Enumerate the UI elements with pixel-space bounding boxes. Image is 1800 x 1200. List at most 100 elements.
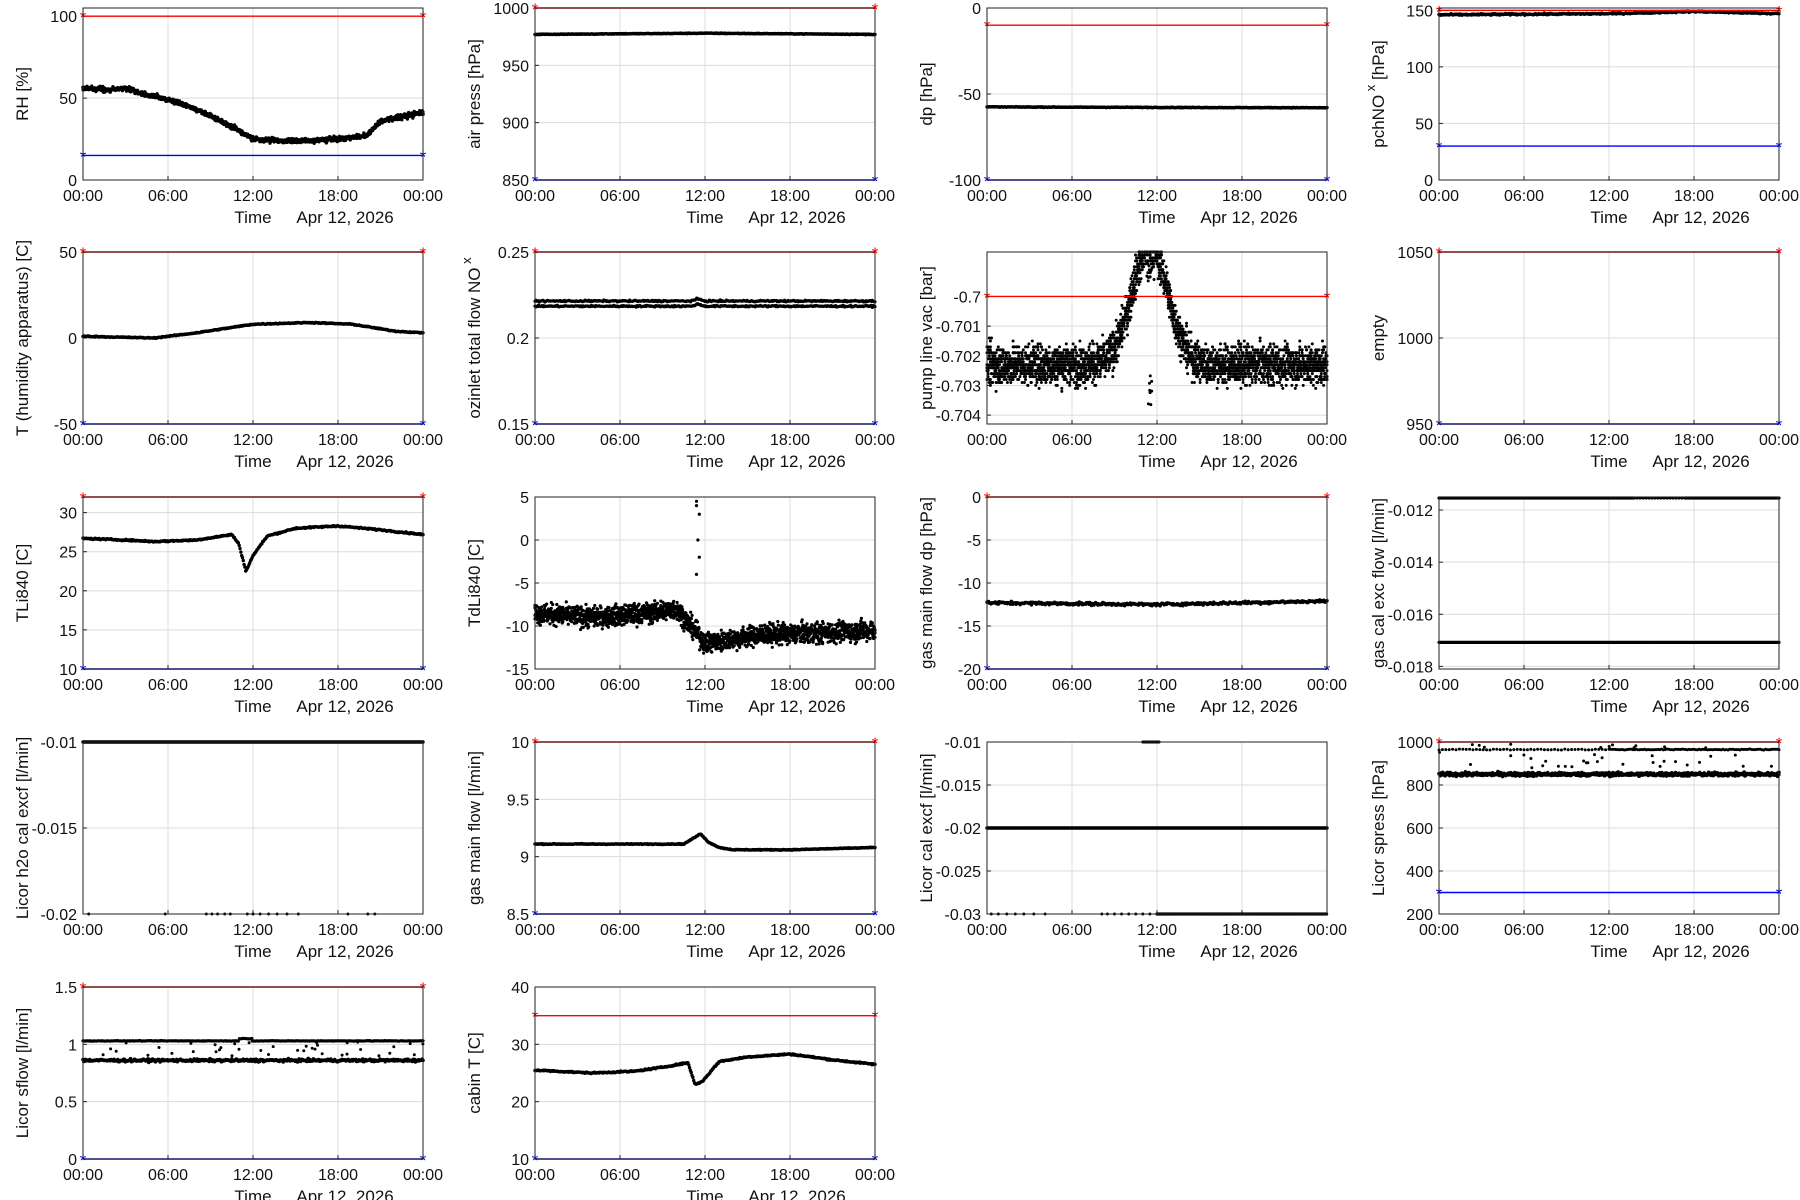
data-point: [373, 126, 377, 130]
data-point: [407, 110, 411, 114]
data-point: [1130, 303, 1134, 307]
data-point: [998, 378, 1001, 381]
data-point: [1068, 372, 1072, 376]
data-point: [1120, 345, 1124, 349]
data-point: [1050, 378, 1054, 381]
data-point: [220, 117, 224, 121]
y-axis-label: ozinlet total flow NO x: [459, 257, 484, 419]
data-point: [230, 127, 234, 131]
y-tick-label: 900: [502, 116, 529, 133]
data-point: [1095, 372, 1099, 376]
y-tick-label: -50: [54, 417, 77, 434]
data-point: [998, 363, 1001, 367]
x-axis-label: Time: [234, 208, 271, 227]
x-tick-label: 12:00: [1589, 188, 1629, 205]
data-point: [1078, 339, 1082, 343]
data-point: [1117, 345, 1120, 349]
data-point: [1000, 381, 1004, 384]
x-tick-label: 12:00: [1137, 432, 1177, 449]
data-point: [1115, 360, 1119, 364]
data-point: [1128, 286, 1132, 290]
data-point: [1039, 345, 1043, 349]
data-point: [1045, 354, 1049, 358]
data-point: [1104, 366, 1108, 370]
data-point: [1107, 363, 1111, 367]
data-point: [335, 140, 339, 144]
x-tick-label: 00:00: [1419, 188, 1459, 205]
data-point: [1034, 375, 1038, 379]
data-point: [1069, 375, 1073, 379]
y-tick-label: 0.15: [498, 417, 529, 434]
data-point: [1124, 327, 1128, 331]
x-tick-label: 12:00: [685, 188, 725, 205]
data-point: [1078, 383, 1082, 387]
data-point: [1044, 348, 1048, 352]
data-point: [1027, 342, 1031, 346]
data-point: [1111, 369, 1115, 373]
data-point: [1052, 357, 1056, 361]
y-tick-label: 50: [59, 91, 77, 108]
y-axis-label: T (humidity apparatus) [C]: [13, 240, 32, 436]
data-point: [1076, 386, 1080, 390]
data-point: [1129, 315, 1133, 319]
data-point: [1068, 383, 1072, 387]
data-point: [1035, 381, 1039, 384]
data-point: [1034, 351, 1038, 355]
data-point: [1129, 277, 1133, 281]
y-axis-label-main: pchNO: [1369, 95, 1388, 148]
data-point: [1122, 336, 1126, 340]
date-label: Apr 12, 2026: [1652, 208, 1749, 227]
data-point: [994, 351, 998, 355]
data-point: [1117, 354, 1120, 358]
data-point: [1126, 324, 1129, 328]
y-tick-label: 0.2: [507, 331, 529, 348]
data-point: [1112, 366, 1116, 370]
data-point: [1005, 372, 1009, 376]
data-point: [1084, 386, 1088, 390]
y-axis-label: RH [%]: [13, 67, 32, 121]
data-point: [1096, 351, 1100, 355]
data-point: [1042, 366, 1046, 370]
data-point: [1043, 375, 1047, 379]
y-axis-label: pump line vac [bar]: [917, 266, 936, 410]
data-point: [1022, 366, 1026, 370]
data-point: [1021, 357, 1025, 361]
data-point: [993, 354, 997, 358]
data-point: [1126, 312, 1129, 316]
y-axis-label-subscript: x: [459, 257, 474, 268]
data-point: [405, 117, 409, 121]
y-tick-label: 0: [68, 173, 77, 190]
data-point: [225, 121, 229, 125]
data-point: [1081, 348, 1085, 352]
x-axis-label: Time: [234, 452, 271, 471]
data-point: [1071, 351, 1075, 355]
data-point: [996, 366, 1000, 370]
x-tick-label: 12:00: [1137, 188, 1177, 205]
y-tick-label: -0.703: [936, 378, 981, 395]
data-point: [1024, 378, 1027, 381]
data-point: [1033, 360, 1037, 364]
data-point: [1077, 360, 1081, 364]
x-tick-label: 00:00: [403, 188, 443, 205]
x-tick-label: 06:00: [148, 188, 188, 205]
data-point: [1072, 366, 1076, 370]
y-tick-label: -0.7: [953, 289, 981, 306]
gridlines: [535, 252, 875, 424]
x-tick-label: 18:00: [318, 432, 358, 449]
data-point: [1061, 351, 1065, 355]
y-tick-label: 850: [502, 173, 529, 190]
chart-airpress: 00:00 06:00 12:00 18:00 00:008509009501000Ti…: [465, 0, 895, 227]
y-tick-label: -0.701: [936, 319, 981, 336]
data-point: [299, 141, 303, 145]
data-point: [1075, 369, 1078, 373]
data-point: [1004, 378, 1008, 381]
y-tick-label: -0.704: [936, 408, 981, 425]
data-point: [1068, 381, 1072, 384]
data-point: [1064, 342, 1068, 346]
date-label: Apr 12, 2026: [1200, 452, 1297, 471]
x-tick-label: 18:00: [1222, 188, 1262, 205]
data-point: [1121, 330, 1125, 334]
y-axis-label-subscript: x: [1363, 84, 1378, 95]
